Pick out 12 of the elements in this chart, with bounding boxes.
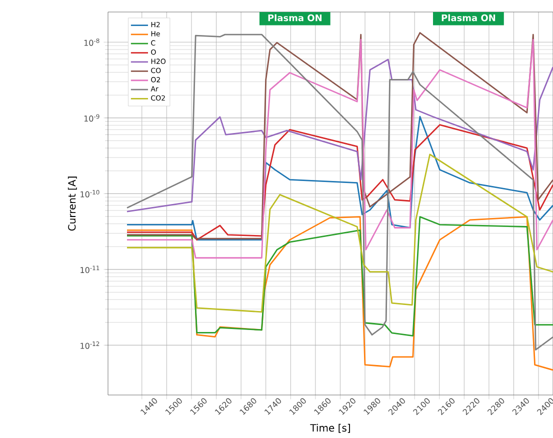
y-tick-label: 10$^{-12}$ — [80, 341, 100, 349]
y-tick-label: 10$^{-9}$ — [84, 114, 100, 122]
x-axis-title: Time [s] — [310, 424, 350, 433]
annotation: Plasma ON — [442, 14, 496, 22]
line-series — [126, 58, 553, 212]
y-tick-label: 10$^{-10}$ — [80, 190, 100, 198]
line-series — [126, 216, 553, 336]
annotation: Plasma ON — [268, 14, 322, 22]
y-tick-label: 10$^{-8}$ — [84, 38, 100, 46]
y-tick-label: 10$^{-11}$ — [80, 266, 100, 274]
line-series — [126, 154, 553, 313]
y-axis-title: Current [A] — [68, 176, 77, 231]
